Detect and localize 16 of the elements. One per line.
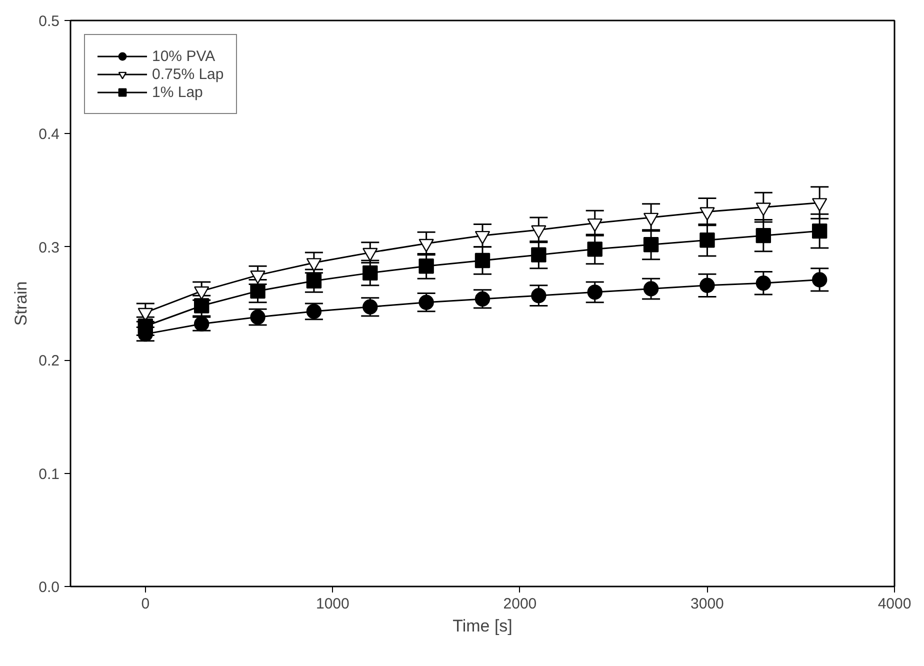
y-tick-label: 0.4 <box>38 126 60 144</box>
y-tick-label: 0.5 <box>38 13 60 30</box>
legend-label: 10% PVA <box>152 47 216 65</box>
y-tick-label: 0.3 <box>38 239 60 256</box>
legend-label: 1% Lap <box>152 83 203 101</box>
x-tick-label: 4000 <box>878 596 912 612</box>
x-tick-label: 1000 <box>316 596 350 612</box>
y-tick-label: 0.1 <box>38 466 60 483</box>
x-tick-label: 2000 <box>503 596 537 612</box>
y-tick-label: 0.2 <box>38 352 60 370</box>
x-tick-label: 0 <box>141 596 150 612</box>
legend-label: 0.75% Lap <box>152 65 224 83</box>
x-tick-label: 3000 <box>690 596 724 612</box>
y-tick-label: 0.0 <box>38 579 60 596</box>
y-axis-title: Strain <box>12 281 31 326</box>
x-axis-title: Time [s] <box>452 616 512 636</box>
